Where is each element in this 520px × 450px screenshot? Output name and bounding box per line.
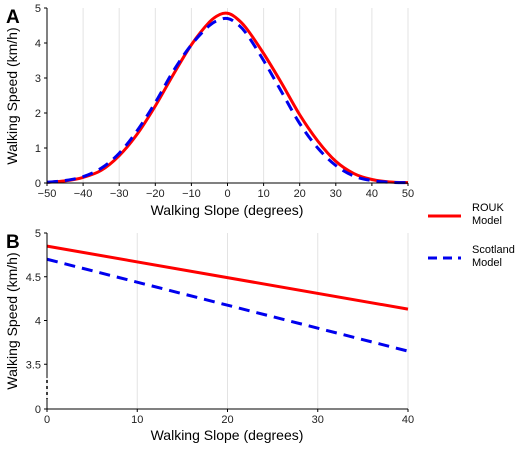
legend-item-rouk: ROUK Model — [428, 202, 504, 227]
panel-b-series — [46, 244, 409, 353]
panel-b-y-tick-label: 3.5 — [26, 359, 41, 371]
panel-a-x-tick-label: −40 — [74, 188, 93, 200]
panel-a-y-label: Walking Speed (km/h) — [4, 27, 20, 164]
panel-a-x-tick-label: −30 — [110, 188, 129, 200]
panel-b-x-tick-label: 0 — [44, 414, 50, 426]
panel-a-x-ticks: −50 −40 −30 −20 −10 0 10 20 30 40 50 — [38, 183, 414, 200]
panel-b-y-tick-label: 0 — [35, 404, 41, 416]
panel-a: A −50 −40 −30 −20 −10 0 10 20 30 40 50 0 1 2 3 4 5 Walk… — [4, 3, 414, 218]
panel-a-x-tick-label: 40 — [366, 188, 378, 200]
legend-item-scotland: Scotland Model — [428, 244, 515, 269]
legend-label-scotland-line1: Scotland — [472, 244, 515, 256]
panel-b-x-tick-label: 10 — [131, 414, 143, 426]
panel-b-y-tick-label: 5 — [35, 228, 41, 240]
panel-b-x-tick-label: 20 — [221, 414, 233, 426]
panel-a-x-tick-label: −50 — [38, 188, 57, 200]
panel-a-y-tick-label: 2 — [35, 108, 41, 120]
panel-a-x-tick-label: 30 — [330, 188, 342, 200]
panel-b-x-label: Walking Slope (degrees) — [151, 427, 304, 443]
panel-a-y-tick-label: 4 — [35, 38, 41, 50]
panel-a-x-tick-label: 20 — [294, 188, 306, 200]
panel-a-grid — [46, 8, 409, 183]
panel-b-grid — [46, 233, 409, 409]
legend-label-rouk-line2: Model — [472, 215, 502, 227]
panel-a-y-tick-label: 0 — [35, 178, 41, 190]
panel-b: B 0 10 20 30 40 0 3.5 4 4.5 5 Walking Slope (deg… — [4, 228, 414, 443]
panel-a-y-tick-label: 5 — [35, 3, 41, 15]
legend-label-rouk-line1: ROUK — [472, 202, 504, 214]
panel-b-series-rouk — [46, 244, 409, 311]
legend-label-scotland-line2: Model — [472, 257, 502, 269]
panel-b-label: B — [6, 232, 20, 253]
panel-a-series-scotland — [46, 16, 409, 185]
panel-a-x-label: Walking Slope (degrees) — [151, 202, 304, 218]
panel-b-y-ticks: 0 3.5 4 4.5 5 — [26, 228, 47, 416]
panel-a-label: A — [6, 7, 20, 28]
panel-a-y-tick-label: 1 — [35, 143, 41, 155]
panel-a-x-tick-label: 0 — [224, 188, 230, 200]
panel-b-series-scotland — [46, 257, 409, 353]
panel-a-series-rouk — [46, 11, 409, 185]
panel-b-y-tick-label: 4.5 — [26, 272, 41, 284]
panel-a-x-tick-label: 50 — [402, 188, 414, 200]
panel-a-y-tick-label: 3 — [35, 73, 41, 85]
panel-a-y-ticks: 0 1 2 3 4 5 — [35, 3, 47, 190]
panel-a-series — [46, 11, 409, 185]
panel-b-x-ticks: 0 10 20 30 40 — [44, 409, 414, 426]
panel-a-x-tick-label: −20 — [146, 188, 165, 200]
panel-a-x-tick-label: 10 — [257, 188, 269, 200]
panel-b-y-label: Walking Speed (km/h) — [4, 252, 20, 389]
legend: ROUK Model Scotland Model — [428, 202, 515, 269]
panel-b-x-tick-label: 40 — [402, 414, 414, 426]
panel-b-x-tick-label: 30 — [312, 414, 324, 426]
panel-b-y-tick-label: 4 — [35, 316, 41, 328]
panel-a-x-tick-label: −10 — [182, 188, 201, 200]
